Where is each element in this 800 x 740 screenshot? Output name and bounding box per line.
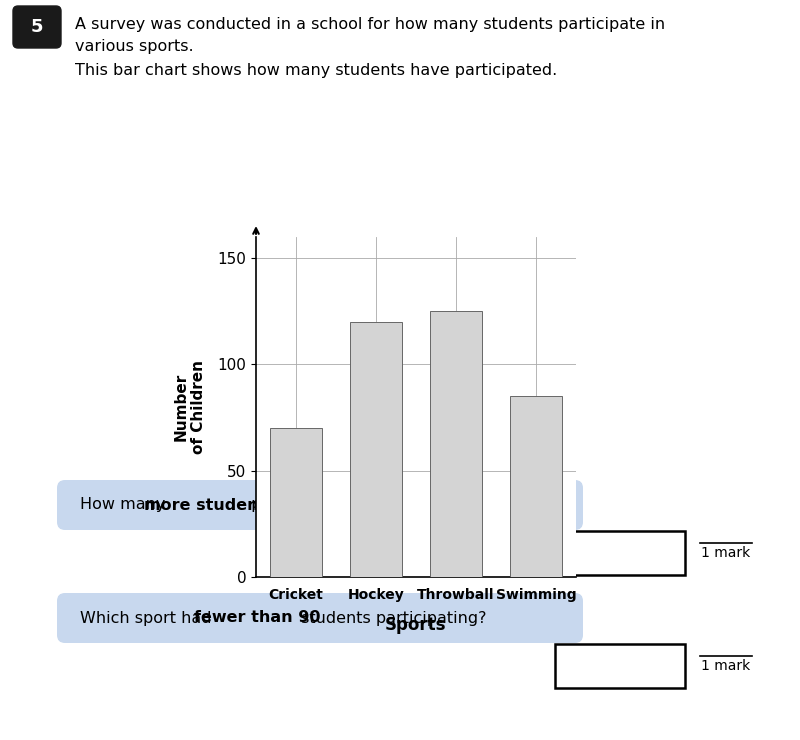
Text: fewer than 90: fewer than 90 — [194, 610, 321, 625]
FancyBboxPatch shape — [13, 6, 61, 48]
X-axis label: Sports: Sports — [386, 616, 446, 633]
Text: 5: 5 — [30, 18, 43, 36]
Text: A survey was conducted in a school for how many students participate in: A survey was conducted in a school for h… — [75, 18, 665, 33]
FancyBboxPatch shape — [57, 480, 583, 530]
Text: How many: How many — [80, 497, 170, 513]
Bar — [350, 322, 402, 577]
Bar — [510, 397, 562, 577]
FancyBboxPatch shape — [57, 593, 583, 643]
Text: 1 mark: 1 mark — [702, 546, 750, 560]
Y-axis label: Number
of Children: Number of Children — [174, 360, 206, 454]
Bar — [430, 312, 482, 577]
Bar — [555, 644, 685, 688]
Text: play Throwball than Cricket?: play Throwball than Cricket? — [246, 497, 480, 513]
Bar — [555, 531, 685, 575]
Text: This bar chart shows how many students have participated.: This bar chart shows how many students h… — [75, 62, 558, 78]
Text: Which sport had: Which sport had — [80, 610, 217, 625]
Bar — [270, 428, 322, 577]
Text: various sports.: various sports. — [75, 39, 194, 55]
Text: 1 mark: 1 mark — [702, 659, 750, 673]
Text: more students: more students — [144, 497, 276, 513]
Text: students participating?: students participating? — [296, 610, 486, 625]
